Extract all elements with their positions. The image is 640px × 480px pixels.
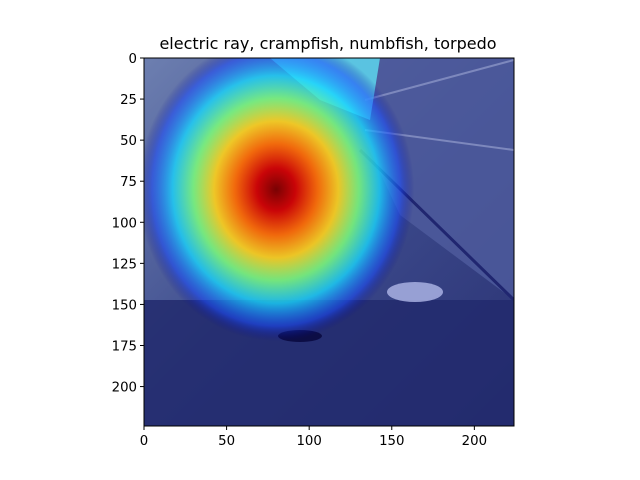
x-tick-label: 200 [462, 434, 487, 449]
y-tick-label: 125 [112, 257, 137, 272]
chart-title: electric ray, crampfish, numbfish, torpe… [159, 34, 496, 53]
plot-area [144, 58, 514, 426]
x-tick-label: 0 [140, 434, 148, 449]
image-light-patch [387, 282, 443, 302]
y-tick-label: 175 [112, 340, 137, 355]
x-tick-label: 150 [379, 434, 404, 449]
x-tick-label: 50 [218, 434, 235, 449]
y-tick-label: 25 [120, 93, 137, 108]
y-tick-label: 150 [112, 298, 137, 313]
y-tick-label: 200 [112, 381, 137, 396]
y-tick-label: 50 [120, 134, 137, 149]
image-wall-line [364, 59, 514, 101]
image-wall-region [360, 58, 514, 300]
y-tick-label: 75 [120, 175, 137, 190]
y-tick-label: 0 [129, 52, 137, 67]
y-tick-label: 100 [112, 216, 137, 231]
axes-frame [143, 57, 515, 427]
heatmap-hotspot [144, 58, 415, 342]
x-axis: 0 50 100 150 200 [140, 426, 487, 449]
y-axis: 0 25 50 75 100 125 150 175 200 [112, 52, 144, 396]
x-tick-label: 100 [296, 434, 321, 449]
